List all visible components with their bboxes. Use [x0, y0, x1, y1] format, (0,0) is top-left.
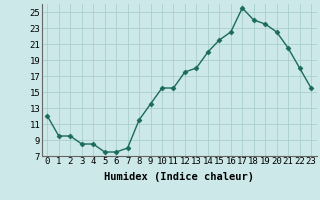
X-axis label: Humidex (Indice chaleur): Humidex (Indice chaleur)	[104, 172, 254, 182]
